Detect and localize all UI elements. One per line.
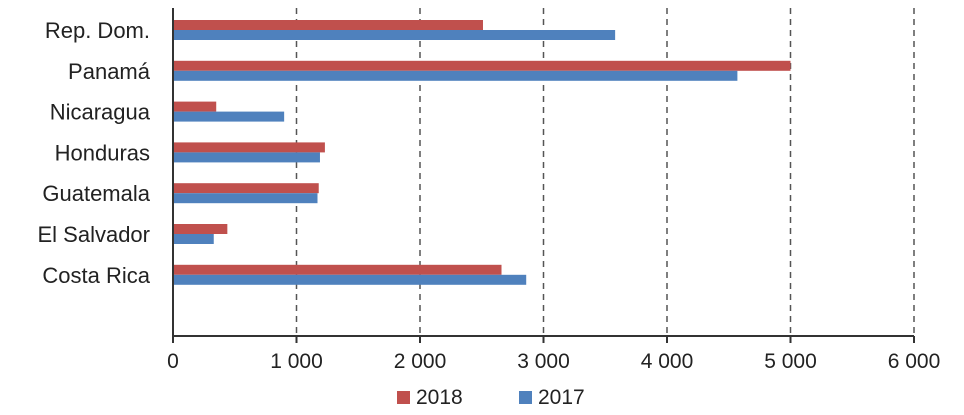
- bars: [173, 20, 791, 285]
- bar-2018-2: [173, 101, 217, 112]
- bar-2018-3: [173, 142, 325, 153]
- x-tick-label-2: 2 000: [394, 350, 447, 373]
- x-tick-label-0: 0: [167, 350, 179, 373]
- category-label-1: Panamá: [68, 59, 151, 84]
- x-tick-label-4: 4 000: [641, 350, 694, 373]
- bar-2018-6: [173, 264, 502, 275]
- legend-swatch-2018: [397, 391, 410, 404]
- bar-2017-1: [173, 70, 738, 81]
- bar-2017-6: [173, 274, 527, 285]
- bar-2017-2: [173, 111, 285, 122]
- category-label-3: Honduras: [55, 140, 150, 165]
- category-label-6: Costa Rica: [42, 263, 150, 288]
- category-label-5: El Salvador: [37, 222, 150, 247]
- x-tick-label-3: 3 000: [517, 350, 570, 373]
- legend-label-2018: 2018: [416, 386, 463, 409]
- category-label-4: Guatemala: [42, 181, 150, 206]
- bar-2017-3: [173, 152, 320, 163]
- legend: 2018 2017: [397, 386, 585, 409]
- x-tick-label-1: 1 000: [270, 350, 323, 373]
- bar-2018-1: [173, 60, 791, 71]
- bar-2018-4: [173, 183, 319, 194]
- gridlines: [295, 8, 915, 336]
- x-tick-label-6: 6 000: [888, 350, 941, 373]
- bar-2017-5: [173, 234, 214, 244]
- bar-2017-4: [173, 193, 318, 204]
- category-label-0: Rep. Dom.: [45, 18, 150, 43]
- bar-2017-0: [173, 30, 616, 40]
- legend-label-2017: 2017: [538, 386, 585, 409]
- x-axis-ticks: 0 1 000 2 000 3 000 4 000 5 000 6 000: [167, 336, 940, 373]
- x-tick-label-5: 5 000: [764, 350, 817, 373]
- legend-swatch-2017: [519, 391, 532, 404]
- category-label-2: Nicaragua: [50, 100, 151, 125]
- bar-2018-0: [173, 20, 483, 30]
- bar-2018-5: [173, 224, 228, 234]
- category-labels: Rep. Dom. Panamá Nicaragua Honduras Guatemal…: [37, 18, 150, 288]
